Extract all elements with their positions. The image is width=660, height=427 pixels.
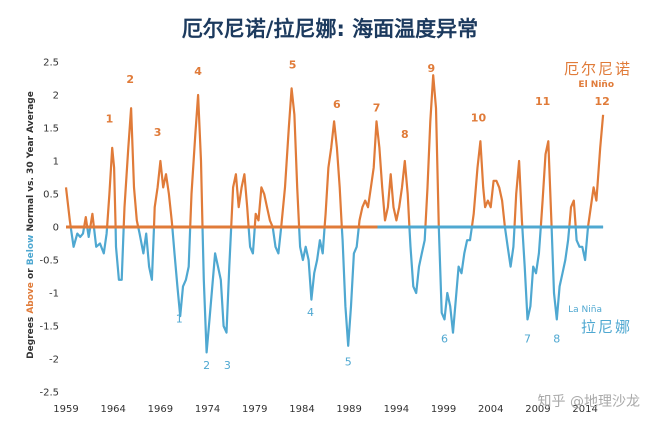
- y-tick-label: 2: [53, 91, 59, 102]
- la-nina-event-label: 2: [203, 359, 210, 372]
- legend-la-nina: La Niña 拉尼娜: [568, 305, 632, 336]
- la-nina-event-label: 3: [224, 359, 231, 372]
- watermark: 知乎 @地理沙龙: [538, 393, 640, 410]
- el-nino-event-label: 12: [594, 95, 609, 108]
- el-nino-event-label: 2: [126, 73, 134, 86]
- x-tick-label: 1979: [242, 404, 267, 415]
- legend-la-nina-en: La Niña: [568, 305, 602, 315]
- y-tick-label: 2.5: [43, 58, 59, 69]
- el-nino-event-label: 11: [535, 95, 550, 108]
- y-axis-label-below: Below: [26, 235, 36, 266]
- y-tick-label: -2: [49, 355, 59, 366]
- legend-el-nino: 厄尔尼诺 El Niño: [564, 60, 632, 90]
- y-tick-label: 1.5: [43, 124, 59, 135]
- x-tick-label: 1974: [195, 404, 220, 415]
- chart-title: 厄尔尼诺/拉尼娜: 海面温度异常: [182, 17, 478, 41]
- y-axis-label-part-3: or: [26, 265, 36, 282]
- y-axis-label-part-5: Normal vs. 30 Year Average: [26, 91, 36, 235]
- el-nino-event-label: 1: [106, 113, 114, 126]
- x-tick-label: 1959: [53, 404, 78, 415]
- y-tick-label: -0.5: [39, 256, 59, 267]
- el-nino-event-label: 4: [194, 65, 202, 78]
- el-nino-event-label: 8: [401, 128, 409, 141]
- y-axis-label-part-1: Degrees: [26, 314, 36, 359]
- x-tick-label: 2009: [525, 404, 550, 415]
- la-nina-event-label: 5: [345, 356, 352, 369]
- x-axis-ticks: 1959 1964 1969 1974 1979 1984 1989 1994 1999 2004…: [53, 404, 598, 415]
- legend-la-nina-cn: 拉尼娜: [581, 318, 632, 336]
- la-nina-event-label: 7: [524, 333, 531, 346]
- x-tick-label: 1984: [289, 404, 314, 415]
- la-nina-event-label: 4: [307, 306, 314, 319]
- la-nina-event-label: 8: [553, 333, 560, 346]
- x-tick-label: 2004: [478, 404, 503, 415]
- x-tick-label: 1989: [336, 404, 361, 415]
- y-tick-label: 0: [53, 223, 59, 234]
- la-nina-event-label: 6: [441, 333, 448, 346]
- y-tick-label: -2.5: [39, 388, 59, 399]
- legend-el-nino-en: El Niño: [578, 80, 614, 90]
- y-tick-label: 0.5: [43, 190, 59, 201]
- x-tick-label: 1994: [384, 404, 409, 415]
- el-nino-event-label: 3: [154, 126, 162, 139]
- legend-el-nino-cn: 厄尔尼诺: [564, 60, 632, 78]
- la-nina-line: [66, 225, 604, 354]
- y-axis-label: Degrees Above or Below Normal vs. 30 Yea…: [26, 91, 36, 359]
- x-tick-label: 2014: [572, 404, 597, 415]
- y-tick-label: -1.5: [39, 322, 59, 333]
- el-nino-event-label: 10: [471, 111, 487, 124]
- x-tick-label: 1964: [100, 404, 125, 415]
- y-axis-ticks: -2.5 -2 -1.5 -1 -0.5 0 0.5 1 1.5 2 2.5: [39, 58, 59, 399]
- el-nino-event-label: 5: [289, 59, 297, 72]
- plot-area: [64, 74, 605, 354]
- y-tick-label: -1: [49, 289, 59, 300]
- el-nino-event-label: 7: [373, 102, 381, 115]
- el-nino-event-label: 9: [427, 62, 435, 75]
- x-tick-label: 1999: [431, 404, 456, 415]
- x-tick-label: 1969: [148, 404, 173, 415]
- la-nina-event-label: 1: [176, 313, 183, 326]
- el-nino-event-label: 6: [333, 98, 341, 111]
- y-axis-label-above: Above: [26, 282, 36, 314]
- y-tick-label: 1: [53, 157, 59, 168]
